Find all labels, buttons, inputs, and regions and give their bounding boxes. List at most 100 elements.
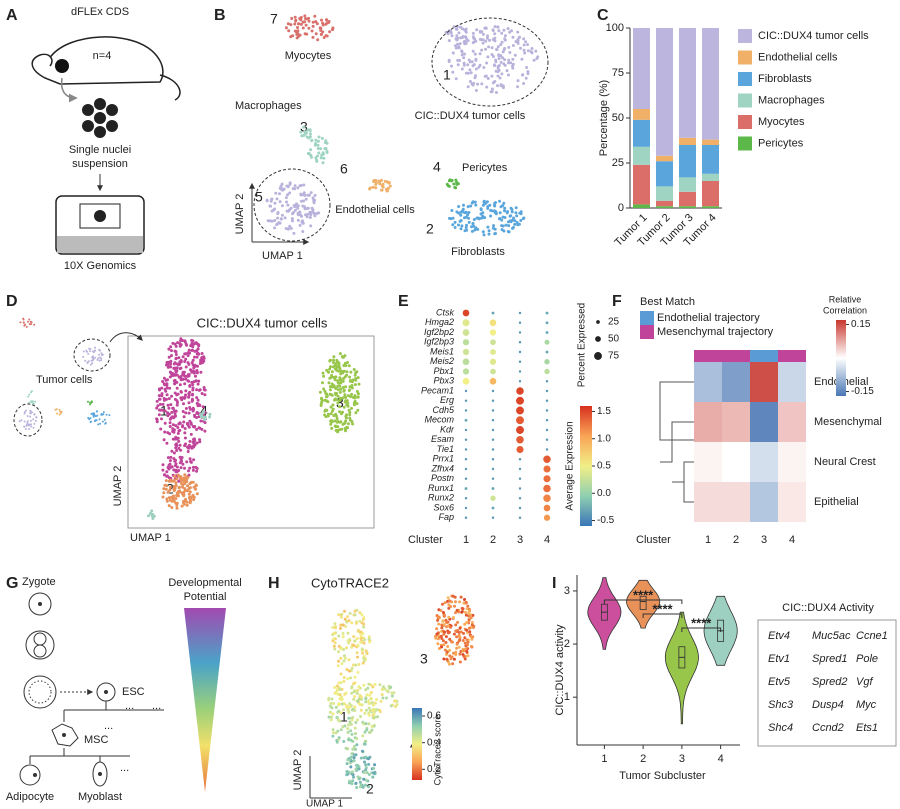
panel-i-table: CIC::DUX4 Activity	[757, 602, 897, 747]
cell-dot	[467, 614, 471, 618]
cell-dot	[503, 206, 507, 210]
cluster-outline	[13, 403, 43, 437]
cell-dot	[449, 31, 453, 35]
bar-segment	[656, 28, 673, 156]
cell-dot	[464, 71, 468, 75]
cell-dot	[177, 469, 181, 472]
cell-dot	[167, 397, 171, 401]
cell-dot	[162, 491, 166, 495]
cell-dot	[349, 738, 353, 742]
cell-dot	[335, 417, 339, 421]
cell-dot	[483, 74, 487, 78]
cell-dot	[197, 352, 201, 356]
cell-dot	[184, 389, 188, 393]
cell-dot	[445, 657, 449, 661]
cell-dot	[28, 393, 31, 396]
cell-dot	[33, 323, 36, 326]
cell-dot	[183, 360, 187, 363]
expression-dot	[462, 319, 470, 327]
cell-dot	[497, 57, 501, 61]
gene-name: Dusp4	[812, 699, 844, 711]
cell-dot	[162, 376, 166, 380]
cell-dot	[25, 325, 28, 328]
cell-dot	[191, 386, 195, 390]
cell-dot	[447, 60, 451, 63]
cell-dot	[195, 428, 199, 431]
cell-dot	[490, 209, 494, 213]
legend-swatch	[738, 29, 752, 43]
cell-dot	[203, 429, 207, 433]
cell-dot	[344, 396, 348, 399]
cell-dot	[356, 629, 360, 633]
cell-dot	[183, 436, 187, 440]
cell-dot	[437, 634, 441, 638]
cell-dot	[343, 427, 347, 431]
cell-dot	[160, 417, 163, 421]
cell-dot	[474, 58, 478, 62]
cell-dot	[171, 423, 175, 427]
bar-segment	[656, 155, 673, 162]
cell-dot	[363, 760, 366, 764]
cell-dot	[197, 343, 201, 347]
cell-dot	[465, 638, 469, 642]
cell-dot	[188, 457, 192, 461]
cell-dot	[465, 628, 469, 632]
cell-dot	[470, 229, 474, 233]
cell-dot	[304, 197, 308, 201]
nuclei-icon	[82, 98, 118, 138]
cell-dot	[459, 36, 463, 40]
cell-dot	[522, 37, 526, 41]
cell-dot	[167, 406, 171, 410]
cell-dot	[183, 473, 187, 477]
cell-dot	[330, 374, 334, 377]
cell-dot	[454, 600, 457, 604]
cell-dot	[32, 418, 35, 421]
cell-dot	[369, 691, 373, 694]
cell-dot	[457, 31, 461, 35]
cell-dot	[330, 715, 333, 719]
cell-dot	[513, 53, 517, 57]
cell-dot	[442, 623, 446, 627]
cell-dot	[330, 426, 334, 430]
cell-dot	[171, 498, 175, 502]
cell-dot	[192, 458, 196, 462]
y-tick-label: 100	[606, 22, 624, 34]
cell-dot	[335, 716, 339, 719]
cell-dot	[161, 402, 165, 406]
cell-dot	[371, 703, 375, 707]
cell-dot	[30, 425, 33, 428]
expression-dot	[491, 477, 495, 480]
y-axis-label: CIC::DUX4 activity	[554, 624, 566, 716]
cell-dot	[189, 460, 193, 464]
cell-dot	[291, 219, 294, 223]
cell-dot	[350, 686, 354, 690]
cell-dot	[355, 621, 358, 625]
cell-dot	[193, 342, 196, 346]
cell-dot	[319, 26, 323, 30]
colorbar-tick-label: -0.5	[597, 515, 615, 526]
expression-dot	[545, 448, 549, 451]
legend-label: Endothelial trajectory	[657, 312, 760, 324]
cell-dot	[290, 217, 294, 221]
legend-swatch	[738, 136, 752, 151]
cell-dot	[354, 371, 358, 375]
cluster-number: 3	[420, 651, 428, 667]
cell-dot	[500, 40, 504, 44]
cell-dot	[288, 191, 292, 195]
cell-dot	[289, 226, 293, 230]
cell-dot	[348, 702, 352, 706]
cell-dot	[90, 359, 93, 362]
cell-dot	[458, 638, 462, 642]
cell-dot	[353, 695, 356, 698]
cell-dot	[178, 383, 182, 387]
cell-dot	[98, 348, 101, 351]
cell-dot	[340, 647, 344, 651]
cell-dot	[156, 404, 160, 408]
cell-dot	[494, 232, 497, 235]
cell-dot	[343, 354, 347, 358]
cell-dot	[331, 407, 335, 411]
cell-dot	[185, 445, 189, 449]
x-tick-label: 1	[463, 534, 469, 546]
cell-dot	[332, 702, 335, 705]
cell-dot	[178, 461, 182, 465]
